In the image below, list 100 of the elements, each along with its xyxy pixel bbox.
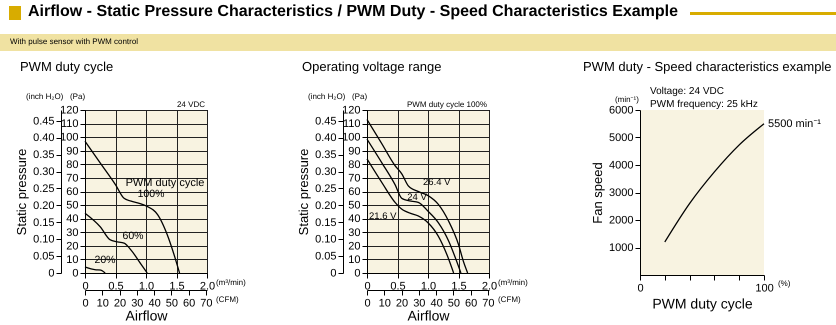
x2-tick-label: 50 [448,298,460,310]
x-tick-label: 1.0 [138,280,154,292]
x-tick-label: 1.5 [169,280,185,292]
text: (min⁻¹) [615,95,640,104]
y-tick-label: 110 [342,118,360,130]
x2-tick-label: 30 [413,298,426,310]
y2-tick-label: 0.20 [33,200,54,212]
y2-tick-label: 0.10 [315,234,336,246]
chart-title: PWM duty - Speed characteristics example [583,59,832,74]
y-tick-label: 20 [66,240,78,252]
y-tick-label: 60 [66,186,78,198]
y2-tick-label: 0.35 [33,149,54,162]
y-tick-label: 50 [66,200,78,212]
x2-tick-label: 30 [131,298,144,310]
text: (inch H₂O) [26,92,64,101]
text: Airflow - Static Pressure Characteristics / PWM Duty - Speed Characteristics Example [28,3,678,21]
y-tick-label: 30 [348,226,360,239]
text: (m³/min) [498,278,528,287]
chart-title: PWM duty cycle [20,59,114,74]
y-tick-label: 60 [348,186,360,198]
y2-tick-label: 0.25 [315,182,336,195]
annotation: 5500 min⁻¹ [768,118,822,130]
x2-tick-label: 40 [430,298,443,310]
y2-tick-label: 0.30 [33,166,54,178]
y2-tick-label: 0.05 [315,250,336,263]
text: PWM duty cycle 100% [406,100,487,109]
y-tick-label: 40 [66,213,78,226]
y-tick-label: 4000 [609,160,634,172]
y-tick-label: 70 [348,172,360,184]
y2-tick-label: 0.35 [315,149,336,162]
x-axis-title: Airflow [407,308,450,324]
y-tick-label: 1000 [609,242,634,254]
y-tick-label: 90 [348,145,360,158]
y2-tick-label: 0.10 [33,234,54,246]
y2-tick-label: 0.15 [33,216,54,229]
text: (Pa) [70,92,86,101]
x2-tick-label: 0 [364,298,371,310]
x-axis-title: Airflow [125,308,168,324]
y-tick-label: 0 [72,268,78,280]
y-tick-label: 50 [348,200,360,212]
x-tick-label: 2.0 [200,280,216,292]
x2-tick-label: 0 [82,298,89,310]
text: (Pa) [352,92,368,101]
y-tick-label: 100 [60,132,78,144]
text: PWM frequency: 25 kHz [650,99,758,110]
y2-axis-title: Static pressure [14,148,30,236]
y-tick-label: 80 [348,158,360,171]
y2-tick-label: 0.25 [33,182,54,195]
x-tick-label: 2.0 [482,280,498,292]
x2-tick-label: 50 [166,298,178,310]
x2-tick-label: 60 [183,298,196,310]
x2-tick-label: 60 [465,298,478,310]
x2-tick-label: 40 [148,298,161,310]
y-tick-label: 10 [348,254,360,266]
y2-axis-title: Static pressure [296,148,312,236]
y-axis-title: Fan speed [590,162,606,224]
y2-tick-label: 0.05 [33,250,54,263]
y-tick-label: 80 [66,158,78,171]
x-tick-label: 1.5 [451,280,467,292]
x-axis-title: PWM duty cycle [652,296,753,312]
y-tick-label: 10 [66,254,78,266]
y-tick-label: 70 [66,172,78,184]
x2-tick-label: 20 [114,298,126,310]
x2-tick-label: 20 [396,298,408,310]
text: With pulse sensor with PWM control [10,37,138,46]
y-tick-label: 40 [348,213,360,226]
x-tick-label: 0.5 [390,280,406,292]
text: (CFM) [216,295,239,304]
y2-tick-label: 0.45 [315,115,336,128]
y-tick-label: 2000 [609,214,634,226]
y-tick-label: 6000 [609,104,634,116]
y2-tick-label: 0.45 [33,115,54,128]
x2-tick-label: 70 [200,298,213,310]
text: 24 VDC [176,100,206,109]
y-tick-label: 0 [354,268,360,280]
x-tick-label: 0.5 [108,280,124,292]
y2-tick-label: 0.40 [315,132,336,144]
text: (inch H₂O) [308,92,346,101]
x2-tick-label: 10 [378,298,391,310]
chart-title: Operating voltage range [302,59,442,74]
text: (CFM) [498,295,521,304]
y-tick-label: 100 [342,132,360,144]
text: (%) [778,279,791,288]
y2-tick-label: 0.30 [315,166,336,178]
x-tick-label: 0 [364,280,371,292]
y-tick-label: 20 [348,240,360,252]
x-tick-label: 0 [82,280,89,292]
y-tick-label: 5000 [609,132,634,144]
x2-tick-label: 10 [96,298,109,310]
x-tick-label: 0 [637,282,644,294]
text: Voltage: 24 VDC [650,86,724,97]
y2-tick-label: 0.15 [315,216,336,229]
x-tick-label: 1.0 [420,280,436,292]
y-tick-label: 120 [342,104,360,116]
x2-tick-label: 70 [482,298,495,310]
y-tick-label: 120 [60,104,78,116]
series-label: 60% [122,230,144,242]
y2-tick-label: 0 [330,268,336,280]
y2-tick-label: 0 [48,268,54,280]
y-tick-label: 3000 [609,187,634,199]
